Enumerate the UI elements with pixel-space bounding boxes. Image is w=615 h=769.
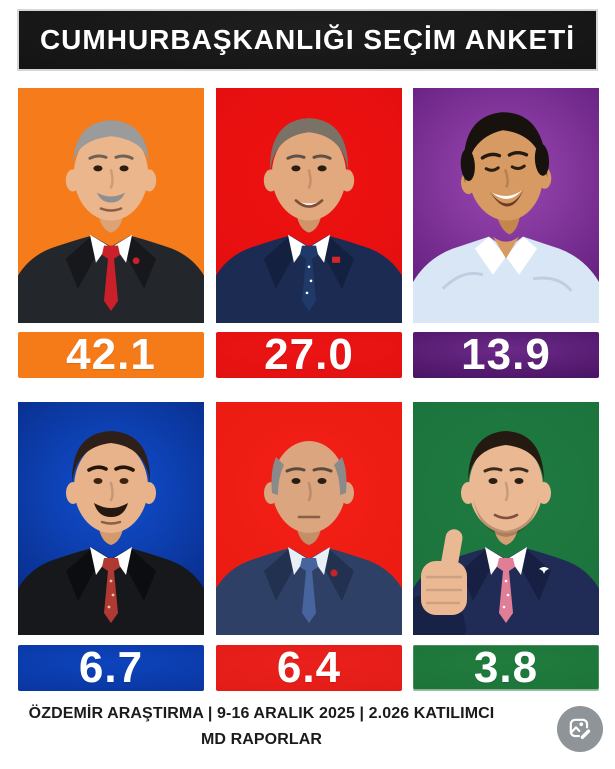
result-bar-5: 6.4	[216, 645, 402, 691]
ozel-portrait-image	[216, 118, 402, 323]
demirtas-portrait-image	[413, 112, 599, 323]
result-value-3: 13.9	[461, 330, 551, 379]
ozdag-portrait-image	[216, 441, 402, 635]
candidate-tile-6: 3.8	[413, 402, 599, 691]
candidate-tile-5: 6.4	[216, 402, 402, 691]
footer-caption: ÖZDEMİR ARAŞTIRMA | 9-16 ARALIK 2025 | 2…	[0, 701, 523, 753]
result-value-1: 42.1	[66, 330, 156, 379]
candidate-tile-3: 13.9	[413, 88, 599, 378]
portrait-selahattin-demirtas	[413, 88, 599, 323]
result-value-6: 3.8	[473, 643, 539, 692]
portrait-ozgur-ozel	[216, 88, 402, 323]
result-bar-1: 42.1	[18, 332, 204, 378]
portrait-recep-tayyip-erdogan	[18, 88, 204, 323]
portrait-umit-ozdag	[216, 402, 402, 635]
result-bar-6: 3.8	[413, 645, 599, 691]
result-bar-2: 27.0	[216, 332, 402, 378]
edit-image-icon	[569, 718, 591, 739]
erbakan-portrait-image	[413, 431, 599, 635]
result-value-5: 6.4	[276, 643, 342, 692]
erdogan-portrait-image	[18, 120, 204, 323]
result-bar-3: 13.9	[413, 332, 599, 378]
result-bar-4: 6.7	[18, 645, 204, 691]
edit-image-button[interactable]	[557, 706, 603, 752]
footer-source-line: ÖZDEMİR ARAŞTIRMA | 9-16 ARALIK 2025 | 2…	[28, 705, 495, 722]
candidate-tile-1: 42.1	[18, 88, 204, 378]
portrait-yavuz-agiralioglu	[18, 402, 204, 635]
footer-brand-line: MD RAPORLAR	[200, 731, 323, 748]
candidate-tile-4: 6.7	[18, 402, 204, 691]
result-value-2: 27.0	[264, 330, 354, 379]
portrait-fatih-erbakan	[413, 402, 599, 635]
candidate-tile-2: 27.0	[216, 88, 402, 378]
page-title: CUMHURBAŞKANLIĞI SEÇİM ANKETİ	[39, 24, 576, 55]
title-banner: CUMHURBAŞKANLIĞI SEÇİM ANKETİ	[17, 9, 598, 71]
agiralioglu-portrait-image	[18, 431, 204, 635]
thumbs-up-hand	[413, 529, 467, 635]
result-value-4: 6.7	[78, 643, 144, 692]
